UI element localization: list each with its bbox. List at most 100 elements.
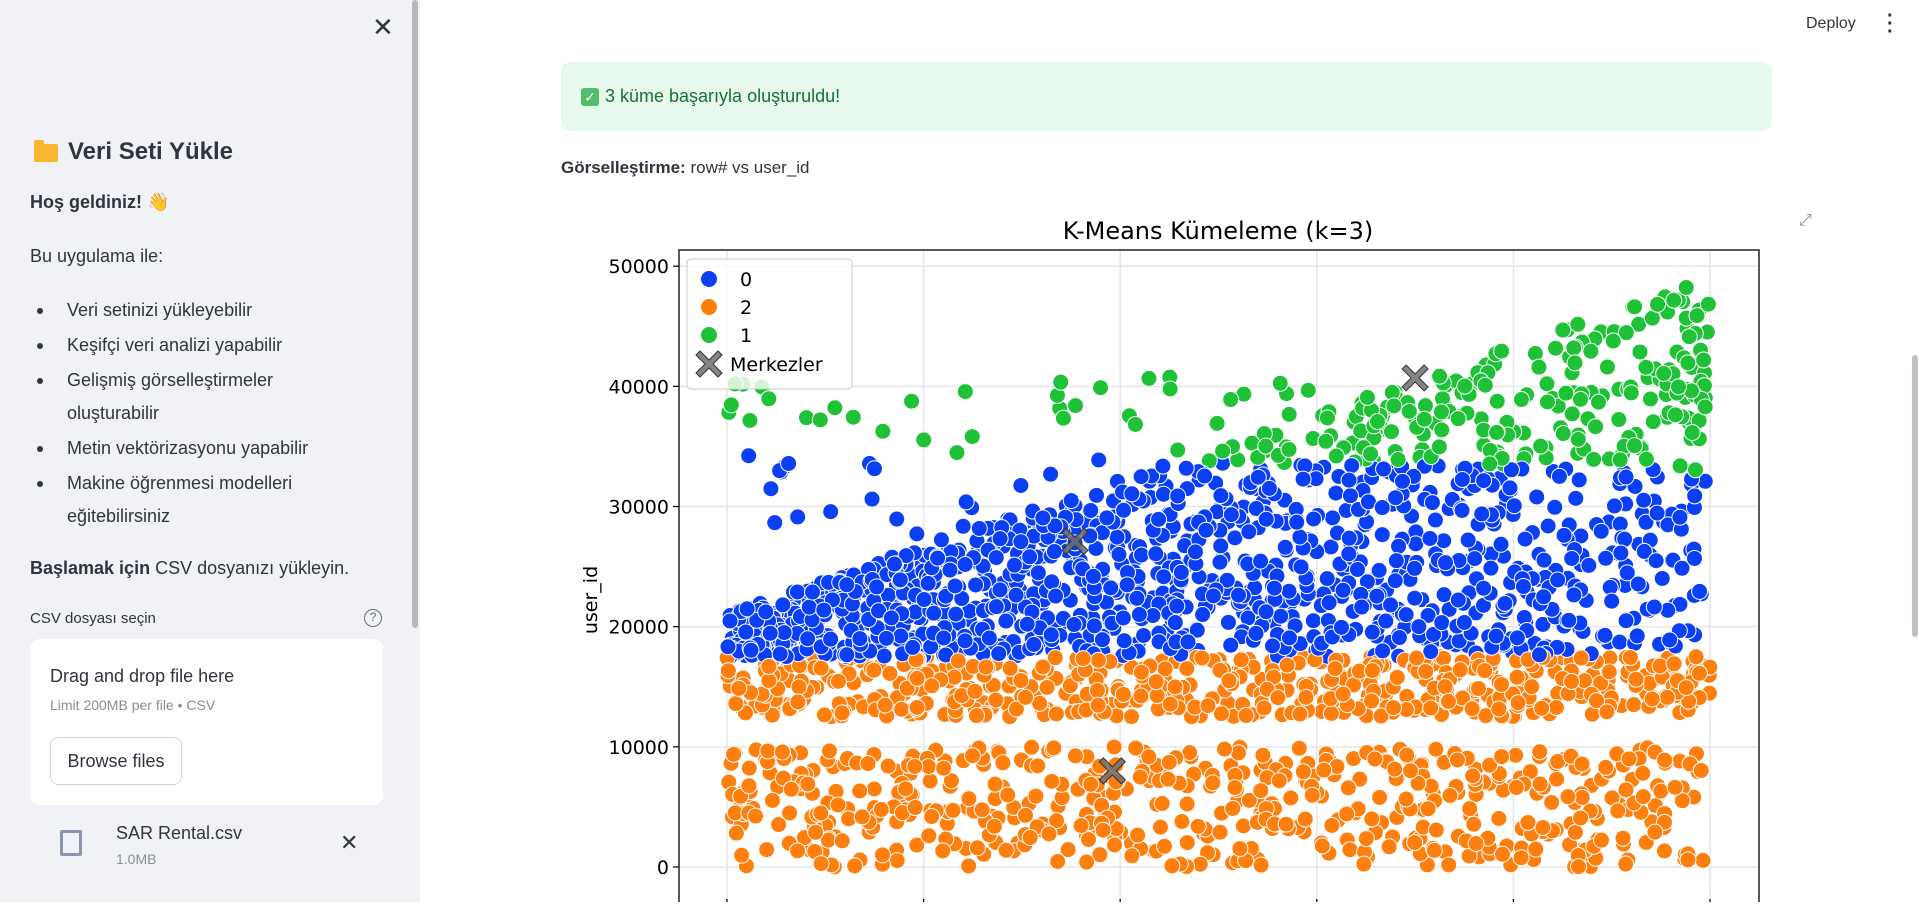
data-point-cluster-2 (888, 852, 906, 870)
data-point-cluster-1 (1382, 423, 1400, 441)
chart-svg: K-Means Kümeleme (k=3) user_id 0 10000 200… (580, 217, 1760, 907)
data-point-cluster-0 (766, 514, 784, 532)
data-point-cluster-0 (1305, 510, 1323, 528)
data-point-cluster-2 (1313, 837, 1331, 855)
close-sidebar-icon[interactable]: ✕ (372, 12, 394, 42)
data-point-cluster-2 (908, 669, 926, 687)
data-point-cluster-2 (851, 782, 869, 800)
data-point-cluster-2 (1440, 856, 1458, 874)
data-point-cluster-2 (1066, 747, 1084, 765)
viz-value: row# vs user_id (685, 158, 810, 177)
data-point-cluster-2 (1634, 764, 1652, 782)
main-scrollbar[interactable] (1912, 355, 1918, 637)
data-point-cluster-0 (1453, 501, 1471, 519)
data-point-cluster-0 (868, 578, 886, 596)
sidebar-title: Veri Seti Yükle (34, 138, 233, 166)
data-point-cluster-0 (1012, 533, 1030, 551)
data-point-cluster-0 (1219, 613, 1237, 631)
data-point-cluster-2 (1079, 831, 1097, 849)
data-point-cluster-2 (966, 682, 984, 700)
data-point-cluster-1 (1680, 328, 1698, 346)
data-point-cluster-1 (1327, 447, 1345, 465)
data-point-cluster-0 (1046, 517, 1064, 535)
data-point-cluster-1 (1649, 295, 1667, 313)
data-point-cluster-2 (1303, 786, 1321, 804)
data-point-cluster-0 (1567, 489, 1585, 507)
data-point-cluster-2 (1127, 739, 1145, 757)
data-point-cluster-2 (815, 706, 833, 724)
success-text: 3 küme başarıyla oluşturuldu! (605, 86, 841, 106)
data-point-cluster-0 (1592, 522, 1610, 540)
data-point-cluster-1 (1582, 342, 1600, 360)
data-point-cluster-2 (1193, 649, 1211, 667)
data-point-cluster-2 (1363, 810, 1381, 828)
data-point-cluster-0 (1549, 571, 1567, 589)
data-point-cluster-2 (1372, 707, 1390, 725)
data-point-cluster-2 (1427, 821, 1445, 839)
data-point-cluster-1 (1539, 393, 1557, 411)
data-point-cluster-1 (1587, 418, 1605, 436)
data-point-cluster-2 (1509, 694, 1527, 712)
help-icon[interactable]: ? (364, 609, 382, 627)
data-point-cluster-2 (1270, 772, 1288, 790)
file-dropzone[interactable]: Drag and drop file here Limit 200MB per … (30, 639, 383, 805)
data-point-cluster-0 (1264, 637, 1282, 655)
data-point-cluster-0 (1257, 603, 1275, 621)
data-point-cluster-2 (1547, 699, 1565, 717)
data-point-cluster-2 (986, 775, 1004, 793)
data-point-cluster-0 (738, 600, 756, 618)
data-point-cluster-2 (1572, 649, 1590, 667)
data-point-cluster-1 (1683, 424, 1701, 442)
data-point-cluster-2 (759, 742, 777, 760)
list-item: Gelişmiş görselleştirmeler oluşturabilir (30, 364, 370, 430)
fullscreen-icon[interactable]: ⤢ (1799, 212, 1812, 229)
data-point-cluster-2 (1408, 649, 1426, 667)
data-point-cluster-0 (1648, 504, 1666, 522)
data-point-cluster-0 (1197, 521, 1215, 539)
start-rest: CSV dosyanızı yükleyin. (150, 558, 350, 578)
data-point-cluster-2 (1131, 768, 1149, 786)
data-point-cluster-2 (997, 841, 1015, 859)
data-point-cluster-2 (799, 775, 817, 793)
data-point-cluster-2 (985, 817, 1003, 835)
data-point-cluster-1 (1530, 358, 1548, 376)
deploy-button[interactable]: Deploy (1806, 15, 1856, 32)
data-point-cluster-1 (1604, 332, 1622, 350)
data-point-cluster-2 (1409, 774, 1427, 792)
data-point-cluster-0 (1155, 568, 1173, 586)
data-point-cluster-0 (1211, 553, 1229, 571)
data-point-cluster-0 (956, 555, 974, 573)
data-point-cluster-0 (1466, 550, 1484, 568)
data-point-cluster-2 (1229, 744, 1247, 762)
data-point-cluster-0 (757, 603, 775, 621)
data-point-cluster-2 (881, 664, 899, 682)
data-point-cluster-2 (1523, 678, 1541, 696)
data-point-cluster-2 (1694, 851, 1712, 869)
data-point-cluster-2 (1226, 779, 1244, 797)
data-point-cluster-1 (1571, 390, 1589, 408)
browse-files-button[interactable]: Browse files (50, 737, 182, 785)
data-point-cluster-0 (1565, 586, 1583, 604)
data-point-cluster-0 (1196, 467, 1214, 485)
data-point-cluster-0 (1661, 631, 1679, 649)
data-point-cluster-1 (903, 392, 921, 410)
data-point-cluster-0 (1188, 621, 1206, 639)
main-menu-icon[interactable]: · · · (1887, 5, 1894, 43)
data-point-cluster-0 (1177, 459, 1195, 477)
data-point-cluster-0 (1459, 531, 1477, 549)
data-point-cluster-2 (820, 742, 838, 760)
remove-file-icon[interactable]: ✕ (340, 830, 359, 855)
data-point-cluster-0 (1386, 572, 1404, 590)
data-point-cluster-0 (1110, 545, 1128, 563)
sidebar-scrollbar[interactable] (412, 0, 418, 628)
data-point-cluster-2 (763, 791, 781, 809)
data-point-cluster-0 (1222, 636, 1240, 654)
data-point-cluster-1 (1655, 365, 1673, 383)
data-point-cluster-0 (780, 454, 798, 472)
data-point-cluster-0 (1102, 579, 1120, 597)
data-point-cluster-2 (908, 698, 926, 716)
data-point-cluster-0 (957, 493, 975, 511)
data-point-cluster-1 (956, 383, 974, 401)
data-point-cluster-2 (789, 842, 807, 860)
data-point-cluster-0 (997, 612, 1015, 630)
